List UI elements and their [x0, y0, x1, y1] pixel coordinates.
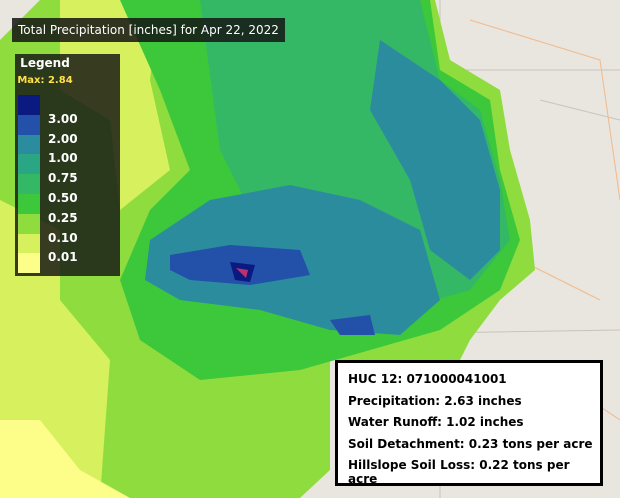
legend-label: 0.50	[48, 190, 78, 205]
legend-swatch	[18, 154, 40, 175]
legend-label: 0.10	[48, 230, 78, 245]
legend-label: 3.00	[48, 111, 78, 126]
info-line: Precipitation: 2.63 inches	[348, 393, 522, 408]
legend-label: 0.01	[48, 250, 78, 265]
legend-label: 0.25	[48, 210, 78, 225]
info-box: HUC 12: 071000041001 Precipitation: 2.63 …	[335, 360, 603, 486]
legend-label: 2.00	[48, 131, 78, 146]
legend-swatch	[18, 253, 40, 274]
legend-label: 0.75	[48, 171, 78, 186]
legend-swatch	[18, 233, 40, 254]
legend-max: Max: 2.84	[17, 75, 73, 86]
legend-swatch	[18, 194, 40, 214]
info-line: Water Runoff: 1.02 inches	[348, 415, 524, 429]
legend-label: 1.00	[48, 151, 78, 166]
legend-swatch	[18, 213, 40, 234]
map-title: Total Precipitation [inches] for Apr 22,…	[12, 18, 285, 42]
info-line: HUC 12: 071000041001	[348, 372, 507, 386]
legend: Legend Max: 2.84 3.00 2.00 1.00 0.75 0.50 0.2…	[15, 54, 120, 276]
legend-swatch	[18, 95, 40, 115]
info-line: Hillslope Soil Loss: 0.22 tons per acre	[348, 458, 570, 486]
legend-swatch	[18, 174, 40, 195]
info-line: Soil Detachment: 0.23 tons per acre	[348, 436, 593, 451]
legend-title: Legend	[20, 56, 70, 70]
legend-swatch	[18, 114, 40, 135]
legend-swatch	[18, 134, 40, 155]
